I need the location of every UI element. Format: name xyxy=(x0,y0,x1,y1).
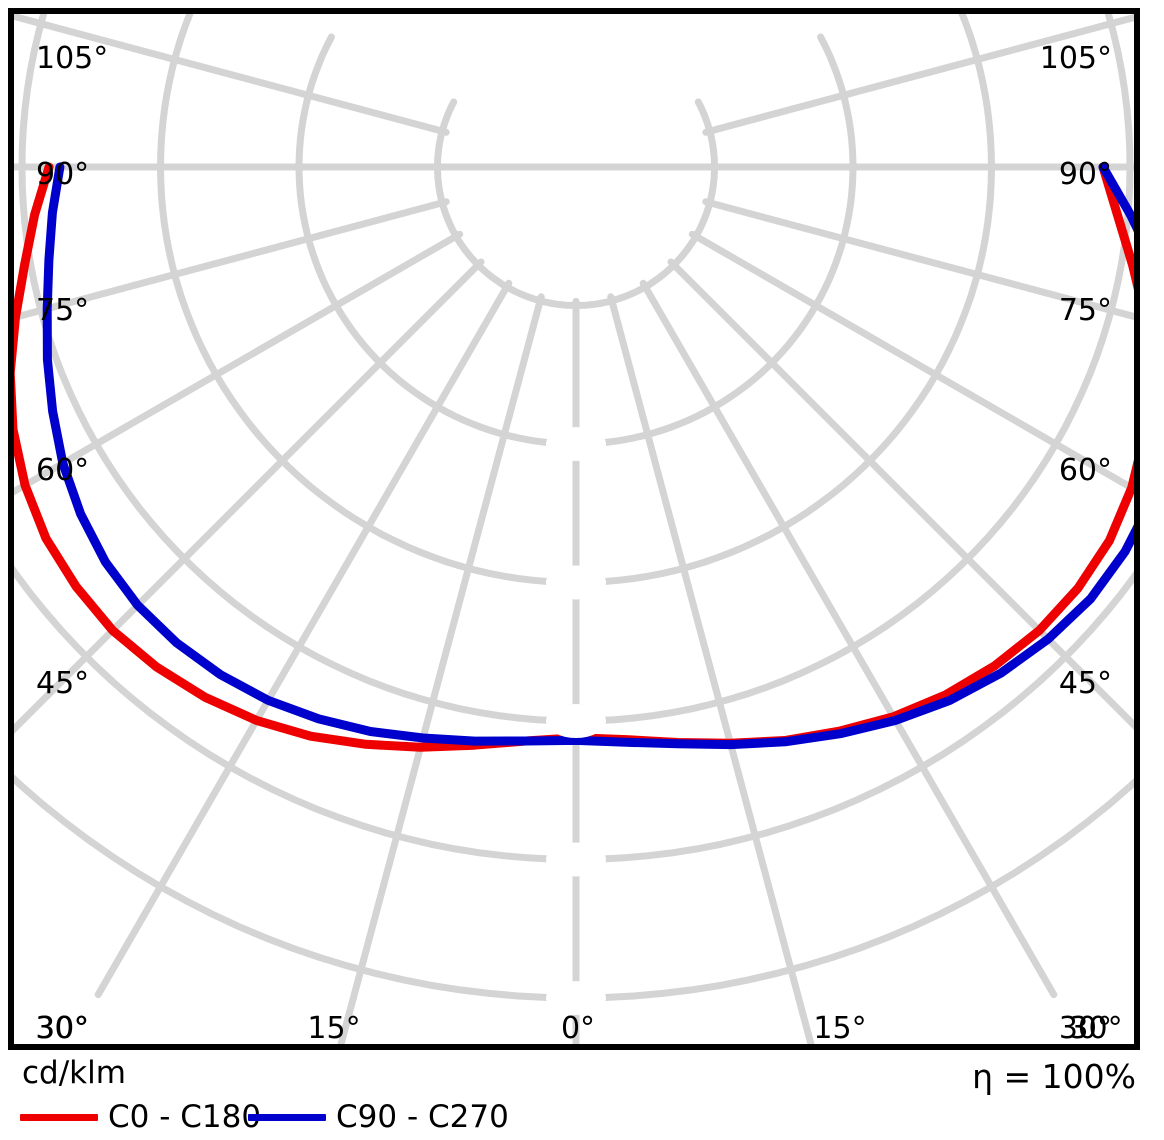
angle-label-right-75: 75° xyxy=(1058,293,1112,328)
angle-label-left-90: 90° xyxy=(36,157,90,192)
angle-label-right-60: 60° xyxy=(1058,453,1112,488)
legend-entry-c90-c270: C90 - C270 xyxy=(248,1102,509,1133)
angle-label-right-45: 45° xyxy=(1058,666,1112,701)
unit-label: cd/klm xyxy=(22,1055,126,1091)
curve-c90-c270 xyxy=(42,162,1134,750)
legend-label-c90-c270: C90 - C270 xyxy=(336,1099,509,1135)
efficiency-label: η = 100% xyxy=(972,1057,1136,1096)
angle-label-bottom-15-left: 15° xyxy=(307,1011,361,1046)
angle-label-left-30: 30° xyxy=(36,1011,90,1046)
legend-swatch-c90-c270 xyxy=(248,1114,326,1121)
angle-label-left-105: 105° xyxy=(36,41,109,76)
angle-label-bottom-30-left: 30° xyxy=(35,1011,89,1046)
radial-label-gaps xyxy=(546,427,606,1015)
angle-label-right-105: 105° xyxy=(1039,41,1112,76)
angle-label-left-75: 75° xyxy=(36,293,90,328)
legend-entry-c0-c180: C0 - C180 xyxy=(20,1102,261,1133)
angle-label-bottom-15-right: 15° xyxy=(813,1011,867,1046)
plot-frame: 105° 90° 75° 60° 45° 30° 105° 90° 75° 60… xyxy=(8,8,1140,1050)
polar-gridlines xyxy=(14,14,1134,1044)
angle-label-right-90: 90° xyxy=(1058,157,1112,192)
angle-label-left-45: 45° xyxy=(36,666,90,701)
legend-label-c0-c180: C0 - C180 xyxy=(108,1099,262,1135)
angle-label-bottom-30-right: 30° xyxy=(1069,1011,1123,1046)
legend-swatch-c0-c180 xyxy=(20,1114,98,1121)
angle-label-bottom-0: 0° xyxy=(560,1011,596,1046)
angle-label-left-60: 60° xyxy=(36,453,90,488)
polar-grid-and-curves xyxy=(14,14,1134,1044)
chart-legend: cd/klm η = 100% C0 - C180 C90 - C270 xyxy=(0,1050,1164,1140)
angle-label-right-30: 30° xyxy=(1058,1011,1112,1046)
